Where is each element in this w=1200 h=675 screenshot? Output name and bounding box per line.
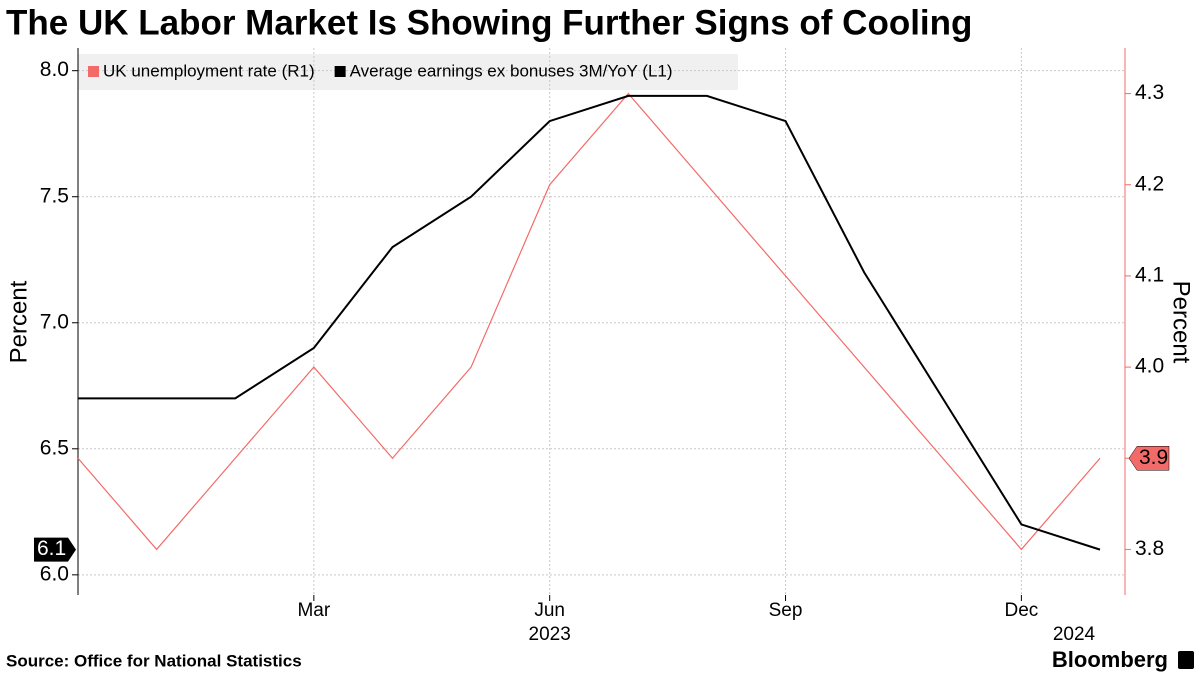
y2-tick-label: 4.1 [1135, 263, 1164, 286]
end-label-bg [34, 537, 76, 562]
x-tick-label: Dec [1004, 600, 1038, 621]
x-tick-label: Mar [297, 600, 330, 621]
legend-label: UK unemployment rate (R1) [103, 61, 315, 80]
brand: Bloomberg [1052, 647, 1168, 672]
legend-swatch [334, 66, 346, 77]
y2-tick-label: 4.3 [1135, 81, 1164, 104]
y-axis-title: Percent [5, 280, 32, 363]
y-tick-label: 8.0 [40, 58, 69, 81]
y2-tick-label: 3.8 [1135, 537, 1164, 560]
y-tick-label: 7.0 [40, 310, 69, 333]
x-year-label: 2023 [529, 624, 571, 645]
legend-swatch [88, 66, 99, 77]
end-label: 6.1 [37, 537, 66, 560]
y-tick-label: 6.5 [40, 436, 69, 459]
y2-axis-title: Percent [1168, 281, 1195, 364]
x-year-label: 2024 [1053, 624, 1096, 645]
x-tick-label: Sep [769, 600, 803, 621]
chart-title: The UK Labor Market Is Showing Further S… [6, 3, 972, 42]
series-line [78, 94, 1101, 551]
source: Source: Office for National Statistics [6, 651, 302, 670]
x-tick-label: Jun [534, 600, 565, 621]
brand-icon [1178, 651, 1194, 669]
end-label: 3.9 [1139, 446, 1168, 469]
legend-box [78, 54, 738, 90]
series-line [77, 92, 1101, 551]
y-tick-label: 6.0 [40, 562, 69, 585]
legend-label: Average earnings ex bonuses 3M/YoY (L1) [350, 61, 673, 80]
end-label-bg [1128, 446, 1170, 471]
y2-tick-label: 4.2 [1135, 172, 1164, 195]
y-tick-label: 7.5 [40, 184, 69, 207]
y2-tick-label: 4.0 [1135, 355, 1164, 378]
